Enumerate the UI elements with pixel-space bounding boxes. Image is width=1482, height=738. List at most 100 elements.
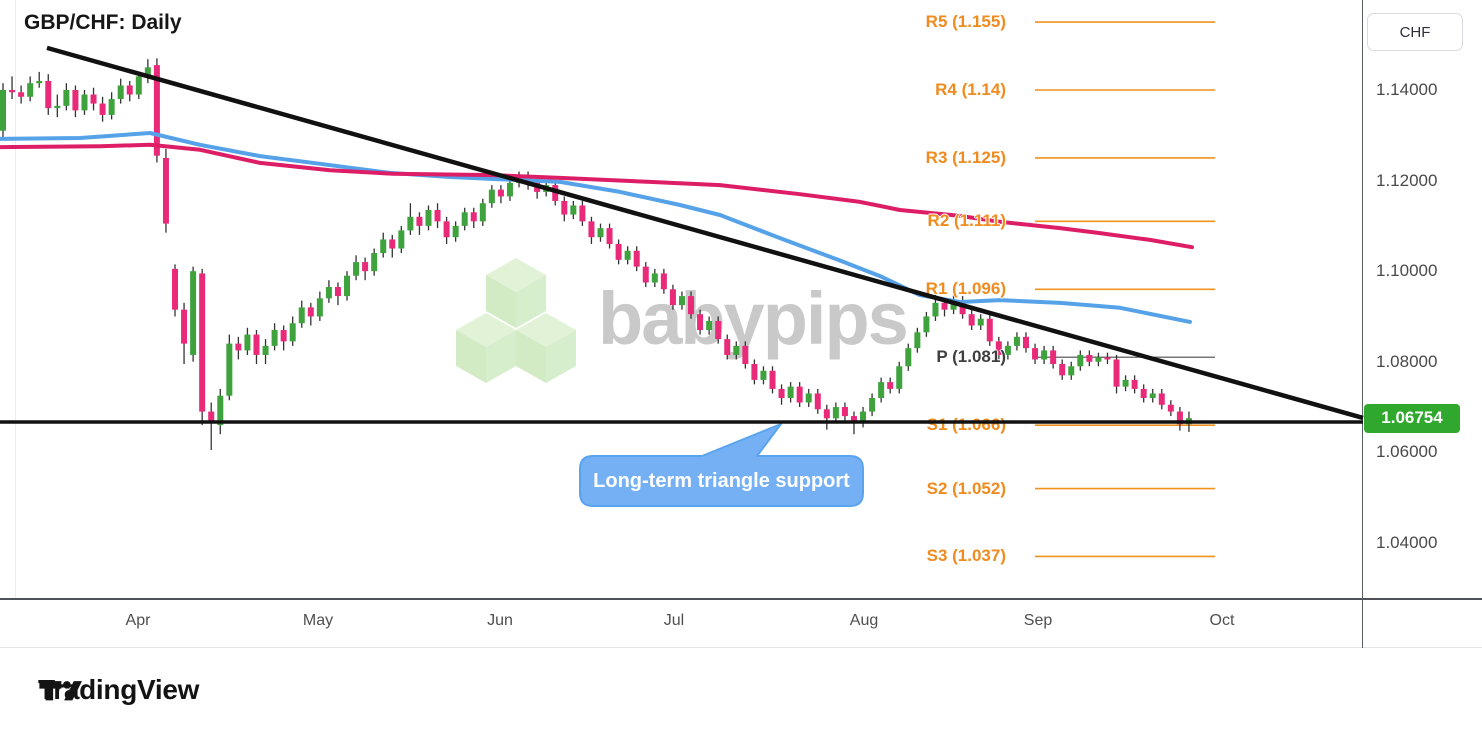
candle-body (914, 332, 921, 349)
candle-body (814, 393, 821, 410)
candle-body (588, 221, 595, 238)
candle-body (353, 262, 360, 276)
currency-label: CHF (1399, 23, 1431, 41)
candle-body (905, 348, 912, 367)
candle-body (561, 200, 568, 215)
candle-body (760, 370, 767, 380)
candle-body (633, 250, 640, 267)
candle-body (651, 273, 658, 283)
candle-body (1086, 354, 1093, 362)
candle-body (162, 157, 169, 224)
candle-body (597, 228, 604, 238)
candle-body (742, 345, 749, 365)
ma-blue-line[interactable] (0, 131, 1192, 324)
chart-title: GBP/CHF: Daily (24, 11, 182, 34)
candle-body (1131, 379, 1138, 389)
candle-body (45, 80, 52, 109)
candle-body (841, 407, 848, 417)
candle-body (334, 287, 341, 297)
candle-body (1095, 357, 1102, 362)
candle-body (443, 221, 450, 238)
candle-body (923, 316, 930, 333)
candle-body (461, 212, 468, 226)
candle-body (805, 393, 812, 403)
candlesticks (0, 58, 1192, 451)
candle-body (778, 388, 785, 398)
candle-body (1185, 418, 1192, 425)
candle-body (389, 239, 396, 249)
candle-body (497, 189, 504, 197)
candle-body (941, 302, 948, 310)
candle-body (570, 205, 577, 215)
moving-averages[interactable] (0, 131, 1194, 324)
candle-body (860, 411, 867, 423)
candle-body (543, 185, 550, 192)
candle-body (344, 275, 351, 297)
candle-body (688, 296, 695, 315)
candle-body (678, 296, 685, 306)
candle-body (579, 205, 586, 222)
candle-body (1176, 411, 1183, 425)
candle-body (190, 271, 197, 355)
candle-body (470, 212, 477, 222)
candle-body (425, 210, 432, 226)
candle-body (1022, 336, 1029, 349)
candle-body (506, 182, 513, 197)
candle-body (1140, 388, 1147, 398)
candle-body (1041, 350, 1048, 360)
callout-bubble[interactable] (579, 423, 864, 507)
candle-body (153, 65, 160, 156)
candle-body (769, 370, 776, 389)
candle-body (36, 80, 43, 84)
footer-branding[interactable]: TradingView (38, 674, 199, 706)
candle-body (298, 307, 305, 324)
candle-body (27, 83, 34, 97)
candle-body (1068, 366, 1075, 376)
candle-body (1013, 336, 1020, 346)
candle-body (280, 330, 287, 342)
candle-body (307, 307, 314, 317)
candle-body (1149, 393, 1156, 398)
candle-body (1032, 348, 1039, 360)
candle-body (823, 409, 830, 419)
candle-body (733, 345, 740, 355)
callout-label[interactable]: Long-term triangle support (593, 469, 850, 492)
candle-body (1122, 379, 1129, 387)
time-axis-border (0, 647, 1482, 648)
tradingview-logo-icon[interactable] (38, 674, 82, 706)
candle-body (380, 239, 387, 254)
candle-body (751, 364, 758, 380)
candle-body (181, 309, 188, 344)
candle-body (869, 397, 876, 412)
candle-body (669, 289, 676, 306)
candle-body (552, 185, 559, 201)
price-axis-border[interactable] (1362, 0, 1363, 648)
currency-button[interactable]: CHF (1367, 13, 1463, 51)
candle-body (316, 298, 323, 317)
ma-magenta-line[interactable] (0, 142, 1194, 250)
candle-body (81, 94, 88, 111)
last-price-badge: 1.06754 (1364, 403, 1460, 433)
candle-body (262, 345, 269, 355)
candle-body (832, 407, 839, 419)
candle-body (878, 382, 885, 398)
candle-body (896, 366, 903, 389)
candle-body (416, 216, 423, 226)
candle-body (9, 90, 16, 93)
candle-body (715, 320, 722, 340)
candle-body (172, 268, 179, 310)
candle-body (108, 99, 115, 115)
candle-body (63, 90, 70, 106)
candle-body (0, 90, 6, 131)
candle-body (371, 253, 378, 272)
candle-body (986, 318, 993, 342)
candle-body (144, 67, 151, 77)
candle-body (271, 330, 278, 346)
candle-body (479, 203, 486, 222)
candle-body (850, 416, 857, 423)
candle-body (117, 85, 124, 100)
candle-body (126, 85, 133, 95)
left-gridline (15, 0, 16, 598)
candle-body (217, 395, 224, 426)
